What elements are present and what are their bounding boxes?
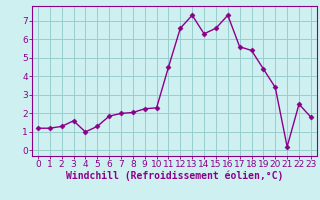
X-axis label: Windchill (Refroidissement éolien,°C): Windchill (Refroidissement éolien,°C) xyxy=(66,171,283,181)
